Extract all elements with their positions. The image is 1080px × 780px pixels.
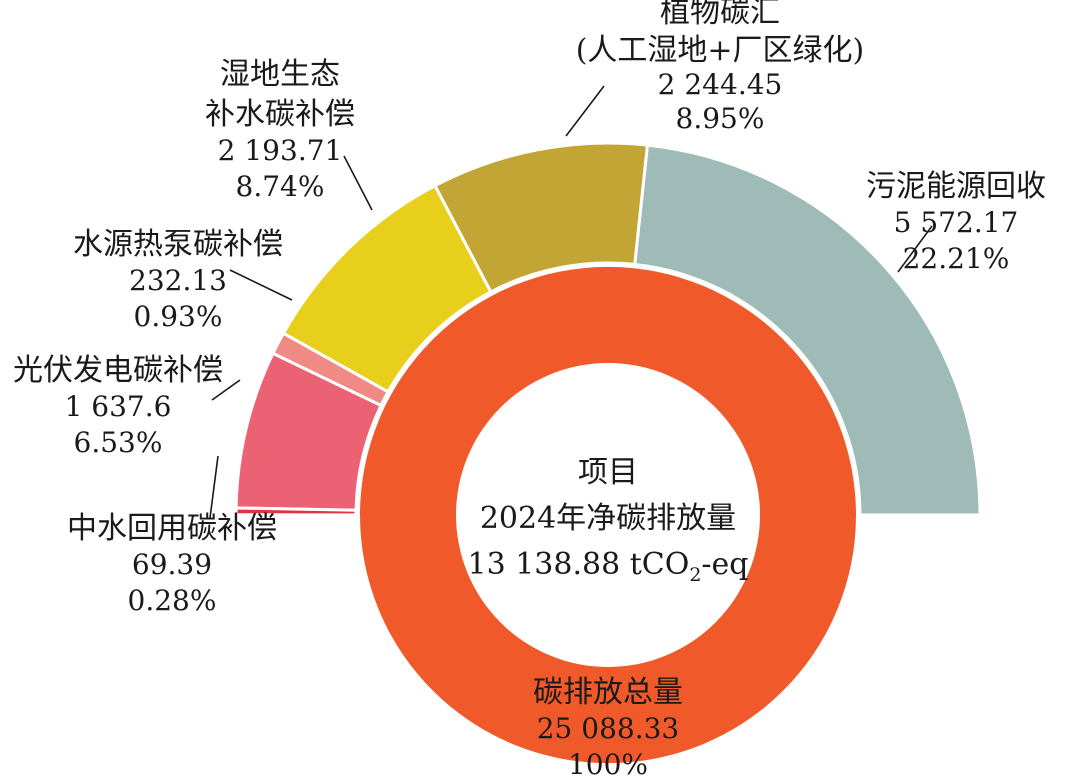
segment-percent-1: 8.95% — [676, 102, 765, 135]
segment-value-3: 232.13 — [129, 264, 227, 297]
leader-lines — [209, 85, 933, 519]
leader-line-5 — [209, 455, 219, 519]
segment-name-1-1: (人工湿地+厂区绿化) — [576, 33, 865, 68]
segment-percent-0: 22.21% — [903, 242, 1010, 275]
segment-name-0-0: 污泥能源回收 — [866, 169, 1046, 204]
leader-line-2 — [343, 155, 373, 211]
segment-name-5-0: 中水回用碳补偿 — [67, 511, 277, 546]
segment-name-1-0: 植物碳汇 — [660, 0, 780, 30]
segment-label-1: 植物碳汇(人工湿地+厂区绿化)2 244.458.95% — [576, 0, 865, 135]
total-label: 碳排放总量 25 088.33 100% — [533, 675, 683, 780]
total-emission-ring — [359, 266, 856, 764]
segment-value-4: 1 637.6 — [65, 390, 172, 423]
segment-percent-4: 6.53% — [74, 426, 163, 459]
segment-value-5: 69.39 — [132, 548, 212, 581]
segment-name-2-1: 补水碳补偿 — [205, 97, 355, 132]
segment-value-1: 2 244.45 — [658, 68, 783, 101]
segment-value-2: 2 193.71 — [218, 134, 343, 167]
segment-percent-3: 0.93% — [134, 300, 223, 333]
leader-line-3 — [229, 269, 293, 301]
segment-arc-5 — [234, 506, 358, 517]
center-label: 项目 2024年净碳排放量 13 138.88 tCO2-eq — [467, 455, 748, 586]
offset-segments — [234, 141, 982, 517]
total-percent: 100% — [568, 748, 648, 780]
segment-name-2-0: 湿地生态 — [220, 57, 340, 92]
leader-line-0 — [897, 225, 933, 273]
segment-percent-5: 0.28% — [128, 584, 217, 617]
leader-line-1 — [565, 85, 605, 137]
center-subtitle: 2024年净碳排放量 — [480, 501, 736, 536]
segment-arc-0 — [633, 143, 982, 517]
segment-name-3-0: 水源热泵碳补偿 — [73, 227, 283, 262]
total-ring-arc — [359, 266, 856, 764]
center-title: 项目 — [578, 455, 638, 490]
total-value: 25 088.33 — [537, 712, 680, 745]
segment-name-4-0: 光伏发电碳补偿 — [13, 353, 223, 388]
total-name: 碳排放总量 — [533, 675, 683, 710]
segment-value-0: 5 572.17 — [894, 206, 1019, 239]
center-value: 13 138.88 tCO2-eq — [467, 547, 748, 586]
leader-line-4 — [211, 379, 241, 401]
segment-percent-2: 8.74% — [236, 170, 325, 203]
